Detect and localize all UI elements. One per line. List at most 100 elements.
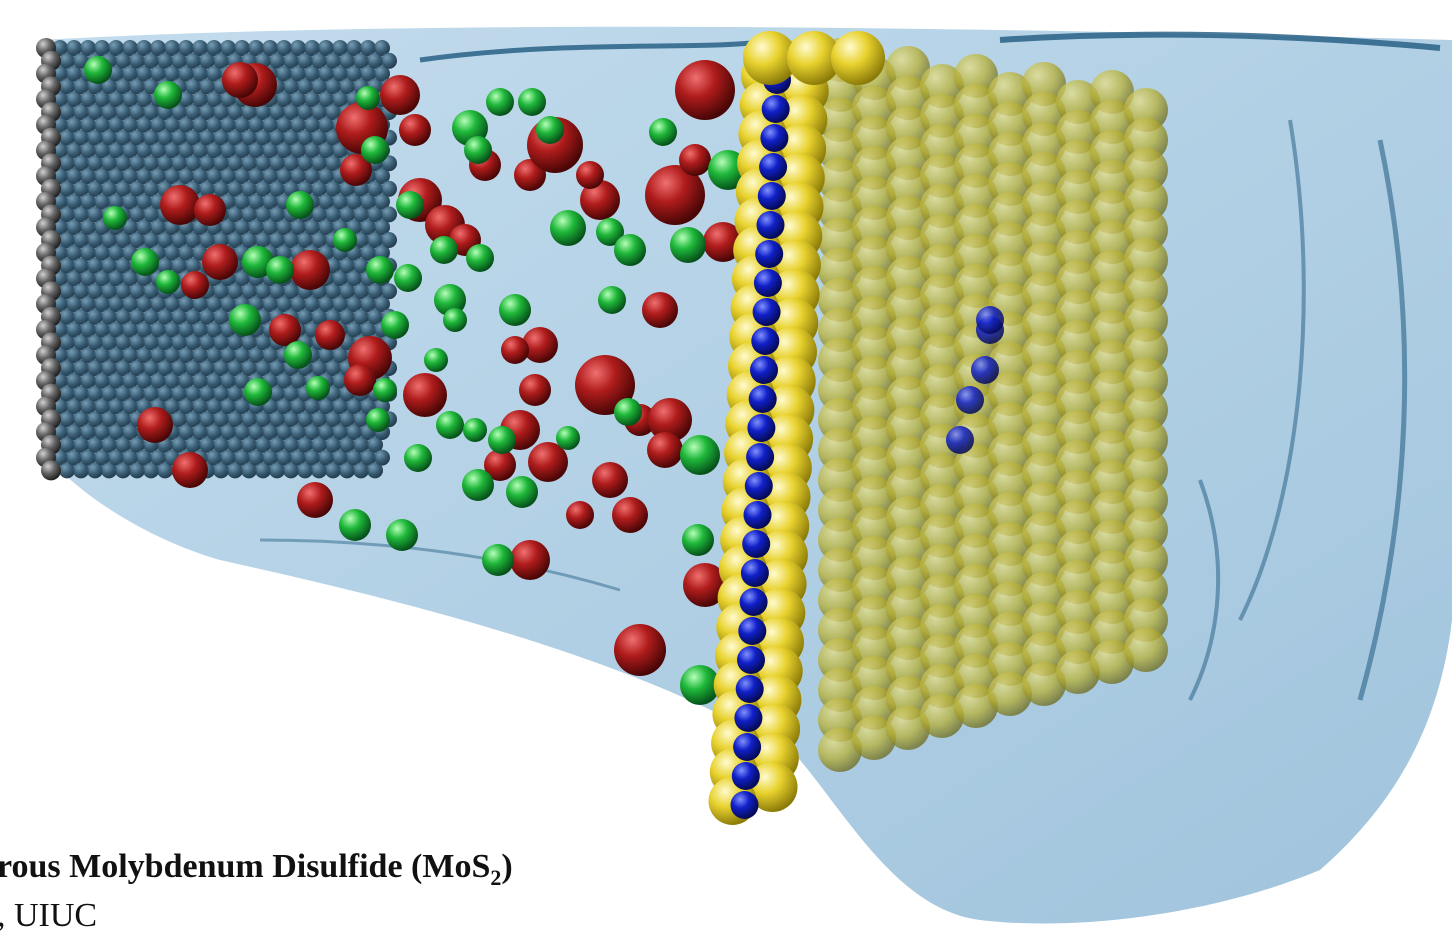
red-ion	[580, 180, 620, 220]
graphene-atom	[227, 180, 243, 197]
graphene-atom	[192, 116, 208, 133]
sulfur-atom-back	[1124, 628, 1168, 672]
graphene-atom	[213, 129, 229, 146]
graphene-atom	[52, 372, 68, 389]
graphene-atom	[115, 155, 131, 172]
graphene-atom	[276, 116, 292, 133]
graphene-atom	[157, 360, 173, 376]
graphene-atom	[304, 142, 320, 159]
graphene-atom	[66, 40, 82, 56]
graphene-atom	[332, 372, 348, 389]
graphene-atom	[290, 449, 306, 466]
graphene-atom	[171, 360, 187, 376]
graphene-atom	[52, 168, 68, 184]
graphene-atom	[122, 116, 138, 133]
graphene-atom	[101, 360, 117, 376]
graphene-atom	[66, 372, 82, 389]
graphene-atom	[164, 168, 180, 184]
graphene-atom	[73, 52, 89, 69]
figure-caption-title: orous Molybdenum Disulfide (MoS2)	[0, 848, 513, 890]
molybdenum-atom	[755, 240, 784, 268]
graphene-atom	[199, 78, 215, 95]
graphene-atom	[108, 193, 124, 210]
green-ion	[229, 304, 261, 336]
green-ion	[463, 418, 487, 442]
graphene-atom	[234, 219, 250, 236]
green-ion	[466, 244, 494, 272]
graphene-atom	[122, 449, 138, 466]
graphene-atom	[332, 65, 348, 82]
graphene-atom	[80, 91, 96, 108]
graphene-atom	[171, 52, 187, 69]
graphene-atom	[178, 40, 194, 56]
green-ion	[682, 524, 714, 556]
molybdenum-atom	[759, 153, 788, 181]
graphene-atom	[150, 65, 166, 82]
molybdenum-atom	[744, 472, 773, 500]
graphene-atom	[374, 296, 390, 312]
graphene-atom	[122, 424, 138, 440]
graphene-atom	[157, 334, 173, 351]
red-ion	[612, 497, 648, 533]
graphene-atom	[94, 372, 110, 389]
graphene-atom	[276, 372, 292, 389]
graphene-atom	[157, 129, 173, 146]
red-ion	[522, 327, 558, 363]
graphene-atom	[192, 372, 208, 389]
green-ion	[550, 210, 586, 246]
graphene-atom	[227, 232, 243, 248]
graphene-atom	[269, 462, 285, 479]
graphene-atom	[297, 52, 313, 69]
graphene-atom	[115, 436, 131, 453]
graphene-atom	[276, 65, 292, 82]
graphene-atom	[276, 398, 292, 415]
graphene-atom	[374, 65, 390, 82]
red-ion	[403, 373, 447, 417]
graphene-atom	[59, 257, 75, 274]
graphene-atom	[66, 142, 82, 159]
graphene-atom	[332, 347, 348, 364]
graphene-atom	[311, 52, 327, 69]
graphene-atom	[136, 40, 152, 56]
graphene-atom	[304, 91, 320, 108]
graphene-atom	[59, 78, 75, 95]
graphene-atom	[353, 257, 369, 274]
graphene-atom	[122, 91, 138, 108]
green-ion	[154, 81, 182, 109]
graphene-atom	[52, 40, 68, 56]
graphene-atom	[80, 244, 96, 261]
red-ion	[484, 449, 516, 481]
graphene-atom	[192, 296, 208, 312]
graphene-atom	[143, 462, 159, 479]
graphene-atom	[304, 424, 320, 440]
graphene-atom	[227, 129, 243, 146]
graphene-atom	[283, 283, 299, 300]
green-ion	[434, 284, 466, 316]
graphene-atom	[108, 91, 124, 108]
graphene-atom	[297, 436, 313, 453]
graphene-atom	[136, 168, 152, 184]
graphene-atom	[122, 347, 138, 364]
graphene-atom	[199, 411, 215, 428]
graphene-atom	[136, 116, 152, 133]
graphene-atom	[101, 155, 117, 172]
graphene-atom	[185, 52, 201, 69]
green-ion	[284, 341, 312, 369]
graphene-atom	[206, 91, 222, 108]
sulfur-atom-back	[852, 716, 896, 760]
graphene-atom	[185, 155, 201, 172]
green-ion	[396, 191, 424, 219]
green-ion	[156, 270, 180, 294]
graphene-atom	[185, 78, 201, 95]
graphene-atom	[269, 155, 285, 172]
graphene-atom	[171, 155, 187, 172]
graphene-atom	[304, 116, 320, 133]
graphene-atom	[101, 129, 117, 146]
molybdenum-atom	[737, 646, 765, 674]
graphene-atom	[304, 449, 320, 466]
graphene-atom	[52, 296, 68, 312]
graphene-atom	[122, 168, 138, 184]
graphene-atom	[283, 462, 299, 479]
graphene-atom	[311, 232, 327, 248]
